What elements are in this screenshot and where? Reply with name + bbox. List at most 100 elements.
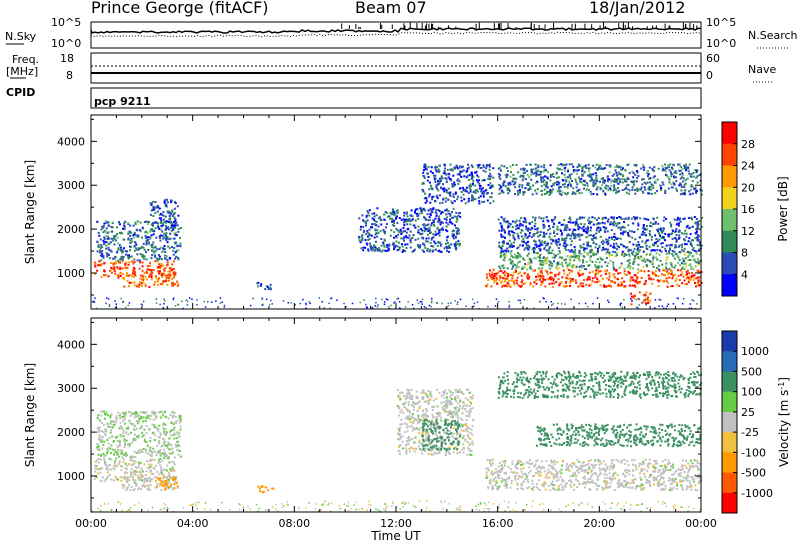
- power-region: [497, 216, 703, 253]
- velocity-colorbar: 1000 500 100 25 -25 -100 -500 -1000 Velocity [m …: [721, 330, 791, 514]
- nsky-tick-bottom: 10^0: [51, 37, 82, 50]
- power-data-cells: [93, 163, 703, 306]
- colorbar-band: [722, 122, 737, 145]
- colorbar-band: [722, 165, 737, 188]
- colorbar-band: [722, 143, 737, 166]
- x-tick-label: 00:00: [685, 517, 717, 530]
- colorbar-tick-label: 4: [741, 268, 748, 281]
- colorbar-tick-label: 500: [741, 365, 762, 378]
- freq-label: Freq.: [12, 53, 40, 66]
- colorbar-band: [722, 274, 737, 297]
- colorbar-tick-label: -500: [741, 467, 766, 480]
- colorbar-band: [722, 391, 737, 413]
- colorbar-band: [722, 252, 737, 275]
- colorbar-tick-label: -100: [741, 446, 766, 459]
- velocity-region: [96, 410, 182, 461]
- power-region: [256, 281, 272, 291]
- y-tick-label: 3000: [57, 179, 85, 192]
- station-title: Prince George (fitACF): [91, 0, 269, 17]
- y-tick-label: 4000: [57, 135, 85, 148]
- freq-unit-label: [MHz]: [6, 65, 39, 78]
- colorbar-band: [722, 411, 737, 433]
- noise-lines: [90, 22, 702, 38]
- velocity-region: [497, 370, 703, 399]
- velocity-ground-scatter: [91, 500, 702, 513]
- power-colorbar: 4 8 12 16 20 24 28 Power [dB]: [721, 121, 790, 297]
- velocity-region: [485, 458, 703, 492]
- colorbar-band: [722, 230, 737, 253]
- x-axis-label: Time UT: [370, 529, 421, 543]
- cpid-label: CPID: [6, 86, 36, 99]
- nsearch-tick-top: 10^5: [706, 16, 737, 29]
- colorbar-band: [722, 492, 737, 514]
- colorbar-band: [722, 371, 737, 393]
- y-tick-label: 2000: [57, 223, 85, 236]
- power-region: [358, 207, 462, 253]
- y-tick-label: 1000: [57, 470, 85, 483]
- colorbar-label: Velocity [m s-1]: [777, 377, 791, 467]
- colorbar-tick-label: 100: [741, 386, 762, 399]
- power-region: [96, 220, 182, 262]
- power-panel: 1000 2000 3000 4000 Slant Range [km] 4 8 12 16 20…: [23, 114, 790, 310]
- cpid-value: pcp 9211: [94, 95, 151, 108]
- power-ground-scatter: [91, 297, 698, 310]
- nave-label: Nave: [748, 63, 777, 76]
- velocity-data-cells: [93, 370, 703, 494]
- nave-tick-top: 60: [706, 52, 720, 65]
- colorbar-band: [722, 432, 737, 453]
- x-tick-label: 20:00: [583, 517, 615, 530]
- nsky-label: N.Sky: [5, 30, 37, 43]
- x-tick-label: 00:00: [75, 517, 107, 530]
- y-axis-label: Slant Range [km]: [23, 160, 37, 264]
- x-tick-label: 12:00: [380, 517, 412, 530]
- velocity-region: [536, 423, 702, 448]
- power-region: [630, 291, 652, 306]
- power-region: [149, 198, 180, 231]
- velocity-region: [93, 458, 177, 483]
- colorbar-band: [722, 472, 737, 494]
- power-region: [421, 163, 495, 205]
- power-region: [497, 163, 703, 196]
- x-tick-label: 16:00: [482, 517, 514, 530]
- velocity-region: [421, 419, 462, 452]
- y-tick-label: 1000: [57, 267, 85, 280]
- colorbar-tick-label: 25: [741, 406, 755, 419]
- velocity-region: [156, 476, 179, 491]
- colorbar-tick-label: 16: [741, 203, 755, 216]
- freq-tick-top: 18: [60, 52, 74, 65]
- colorbar-band: [722, 351, 737, 372]
- colorbar-band: [722, 331, 737, 352]
- freq-lines: [91, 65, 701, 74]
- x-tick-label: 08:00: [278, 517, 310, 530]
- colorbar-tick-label: 28: [741, 138, 755, 151]
- colorbar-tick-label: -25: [741, 426, 759, 439]
- freq-tick-bottom: 8: [66, 69, 73, 82]
- colorbar-tick-label: 1000: [741, 345, 769, 358]
- power-region: [122, 273, 180, 288]
- velocity-region: [257, 485, 275, 494]
- beam-title: Beam 07: [355, 0, 427, 17]
- colorbar-tick-label: -1000: [741, 487, 773, 500]
- colorbar-band: [722, 452, 737, 474]
- cpid-panel-frame: [90, 87, 702, 109]
- colorbar-tick-label: 12: [741, 225, 755, 238]
- y-tick-label: 2000: [57, 426, 85, 439]
- nsky-tick-top: 10^5: [51, 16, 82, 29]
- y-tick-label: 4000: [57, 338, 85, 351]
- freq-panel-frame: [90, 52, 702, 84]
- y-tick-label: 3000: [57, 382, 85, 395]
- colorbar-tick-label: 8: [741, 247, 748, 260]
- y-axis-label: Slant Range [km]: [23, 363, 37, 467]
- velocity-frame: [90, 317, 702, 513]
- power-region: [498, 251, 703, 271]
- nsearch-label: N.Search: [748, 29, 798, 42]
- colorbar-tick-label: 24: [741, 160, 755, 173]
- date-title: 18/Jan/2012: [589, 0, 686, 17]
- x-tick-label: 04:00: [177, 517, 209, 530]
- velocity-region: [396, 388, 475, 456]
- power-region: [485, 268, 703, 289]
- nsearch-tick-bottom: 10^0: [706, 37, 737, 50]
- nave-tick-bottom: 0: [706, 69, 713, 82]
- colorbar-label: Power [dB]: [776, 176, 790, 241]
